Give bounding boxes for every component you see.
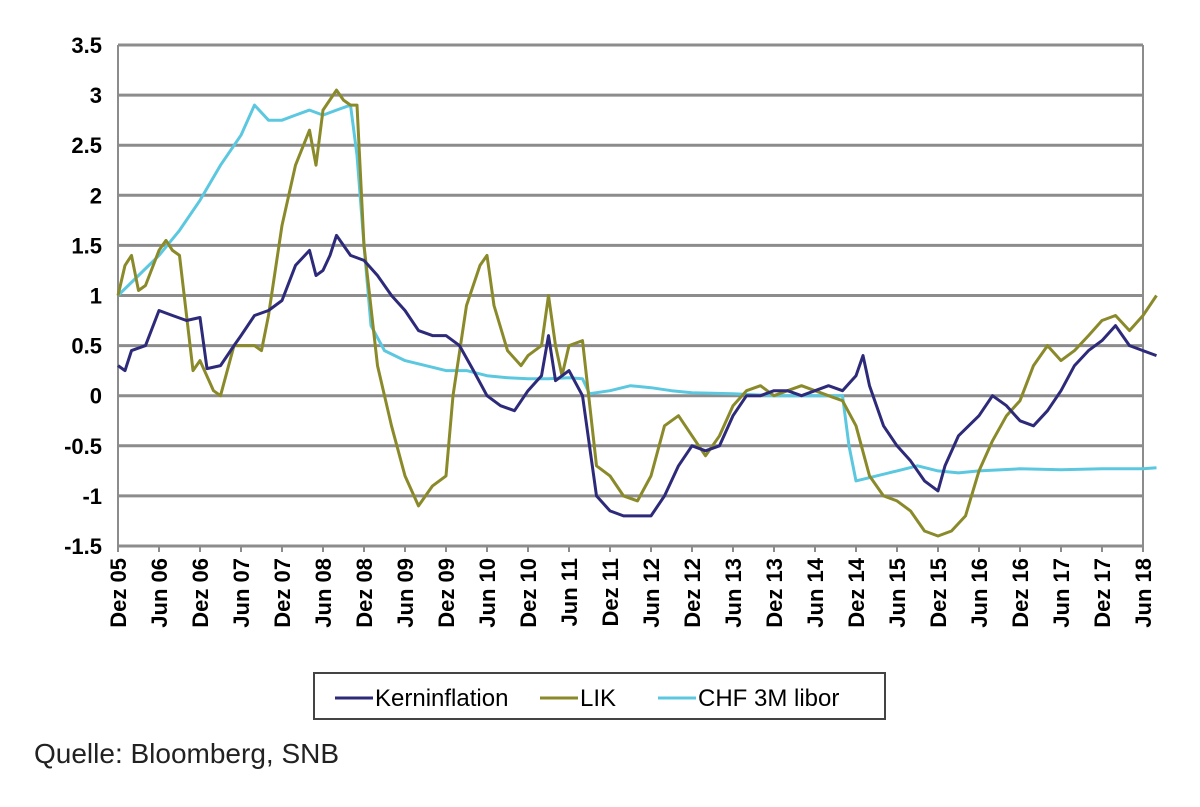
y-tick-label: 2 (90, 183, 102, 208)
series-line-lik (116, 88, 1158, 538)
x-tick-label: Jun 14 (803, 557, 828, 627)
series-lines (116, 88, 1158, 538)
x-tick-label: Jun 12 (639, 558, 664, 628)
x-tick-label: Dez 06 (188, 558, 213, 628)
y-axis-tick-labels: 3.5 3 2.5 2 1.5 1 0.5 0 -0.5 -1 -1.5 (64, 33, 102, 559)
legend-label: Kerninflation (375, 685, 508, 712)
y-tick-label: -1 (82, 484, 102, 509)
y-tick-label: 1 (90, 284, 102, 309)
x-tick-label: Dez 12 (680, 558, 705, 628)
x-tick-label: Jun 06 (147, 558, 172, 628)
y-tick-label: -1.5 (64, 534, 102, 559)
x-tick-label: Dez 05 (106, 558, 131, 628)
x-tick-label: Dez 16 (1008, 558, 1033, 628)
line-chart: 3.532.521.510.50-0.5-1-1.5 Dez 05 Jun 06 D… (64, 33, 1158, 720)
x-tick-label: Dez 10 (516, 558, 541, 628)
x-axis-tick-labels: Dez 05 Jun 06 Dez 06 Jun 07 Dez 07 Jun 08 Dez … (106, 546, 1156, 628)
x-tick-label: Jun 17 (1049, 558, 1074, 628)
x-tick-label: Jun 13 (721, 558, 746, 628)
x-tick-label: Jun 09 (393, 558, 418, 628)
x-tick-label: Dez 11 (598, 558, 623, 627)
y-tick-label: -0.5 (64, 434, 102, 459)
y-tick-label: 0.5 (71, 334, 102, 359)
y-tick-label: 1.5 (71, 233, 102, 258)
legend: Kerninflation LIK CHF 3M libor (313, 672, 886, 720)
x-tick-label: Dez 08 (352, 558, 377, 628)
y-tick-label: 3.5 (71, 33, 102, 58)
x-tick-label: Jun 16 (967, 558, 992, 628)
source-note: Quelle: Bloomberg, SNB (34, 738, 340, 769)
y-tick-label: 0 (90, 384, 102, 409)
legend-label: LIK (580, 685, 616, 712)
x-tick-label: Dez 17 (1090, 558, 1115, 628)
x-tick-label: Dez 09 (434, 558, 459, 628)
x-tick-label: Dez 15 (926, 558, 951, 628)
legend-box (313, 672, 886, 720)
x-tick-label: Dez 07 (270, 558, 295, 628)
x-tick-label: Jun 18 (1131, 558, 1156, 628)
x-tick-label: Jun 07 (229, 558, 254, 628)
y-tick-label: 2.5 (71, 133, 102, 158)
series-line-kerninflation (117, 233, 1158, 518)
x-tick-label: Jun 15 (885, 558, 910, 628)
x-tick-label: Dez 14 (844, 557, 869, 627)
x-tick-label: Jun 08 (311, 558, 336, 628)
legend-label: CHF 3M libor (698, 685, 839, 712)
x-tick-label: Jun 10 (475, 558, 500, 628)
x-tick-label: Dez 13 (762, 558, 787, 628)
x-tick-label: Jun 11 (557, 558, 582, 626)
y-tick-label: 3 (90, 83, 102, 108)
